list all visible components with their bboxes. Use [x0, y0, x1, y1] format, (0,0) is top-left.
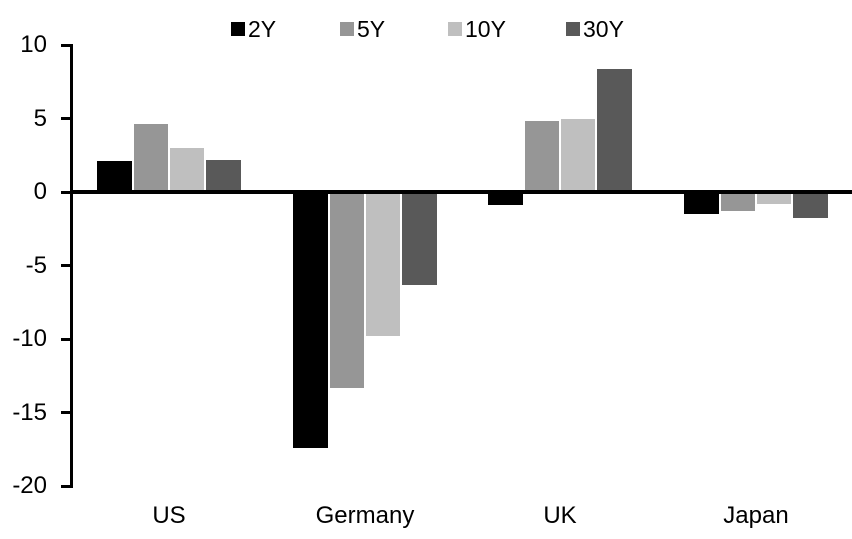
- bar-japan-5y: [720, 192, 756, 212]
- legend-item-30y: 30Y: [566, 14, 624, 44]
- legend-label-10y: 10Y: [465, 16, 506, 42]
- bar-us-5y: [133, 124, 169, 192]
- legend-item-5y: 5Y: [340, 14, 385, 44]
- bar-uk-5y: [524, 121, 560, 192]
- zero-axis-line: [70, 190, 852, 194]
- y-tick-label: -5: [25, 251, 47, 279]
- y-tick-label: 5: [33, 104, 47, 132]
- y-tick-mark: [61, 411, 70, 414]
- bar-us-2y: [97, 161, 132, 192]
- legend-label-30y: 30Y: [583, 16, 624, 42]
- y-tick-label: -20: [12, 472, 47, 499]
- bar-germany-10y: [365, 192, 401, 337]
- bar-uk-2y: [488, 192, 523, 206]
- y-axis-line: [70, 43, 73, 488]
- x-category-label-uk: UK: [543, 502, 577, 529]
- y-tick-label: 0: [33, 178, 47, 205]
- y-tick-mark: [61, 484, 70, 488]
- y-tick-mark: [61, 190, 70, 194]
- bar-uk-10y: [560, 118, 596, 192]
- legend-swatch-30y: [566, 22, 580, 36]
- bar-japan-10y: [756, 192, 792, 204]
- legend-swatch-2y: [231, 22, 245, 36]
- x-category-label-us: US: [152, 502, 186, 529]
- y-tick-mark: [61, 117, 70, 120]
- x-category-label-japan: Japan: [723, 502, 789, 529]
- bar-us-10y: [169, 147, 205, 192]
- bar-uk-30y: [597, 68, 632, 192]
- bar-japan-2y: [684, 192, 719, 215]
- bar-germany-30y: [402, 192, 437, 285]
- bar-germany-5y: [329, 192, 365, 388]
- legend-swatch-5y: [340, 22, 354, 36]
- legend-item-10y: 10Y: [448, 14, 506, 44]
- legend-item-2y: 2Y: [231, 14, 276, 44]
- legend-label-2y: 2Y: [248, 16, 277, 42]
- legend-label-5y: 5Y: [357, 16, 386, 42]
- y-tick-mark: [61, 337, 70, 341]
- x-category-label-germany: Germany: [315, 502, 415, 529]
- y-tick-label: -10: [12, 325, 47, 352]
- y-tick-mark: [61, 43, 70, 47]
- bar-us-30y: [206, 159, 241, 192]
- bar-germany-2y: [293, 192, 328, 448]
- bar-japan-30y: [793, 192, 828, 219]
- y-tick-label: -15: [12, 398, 47, 426]
- y-tick-mark: [61, 264, 70, 267]
- y-tick-label: 10: [20, 31, 47, 58]
- legend-swatch-10y: [448, 22, 462, 36]
